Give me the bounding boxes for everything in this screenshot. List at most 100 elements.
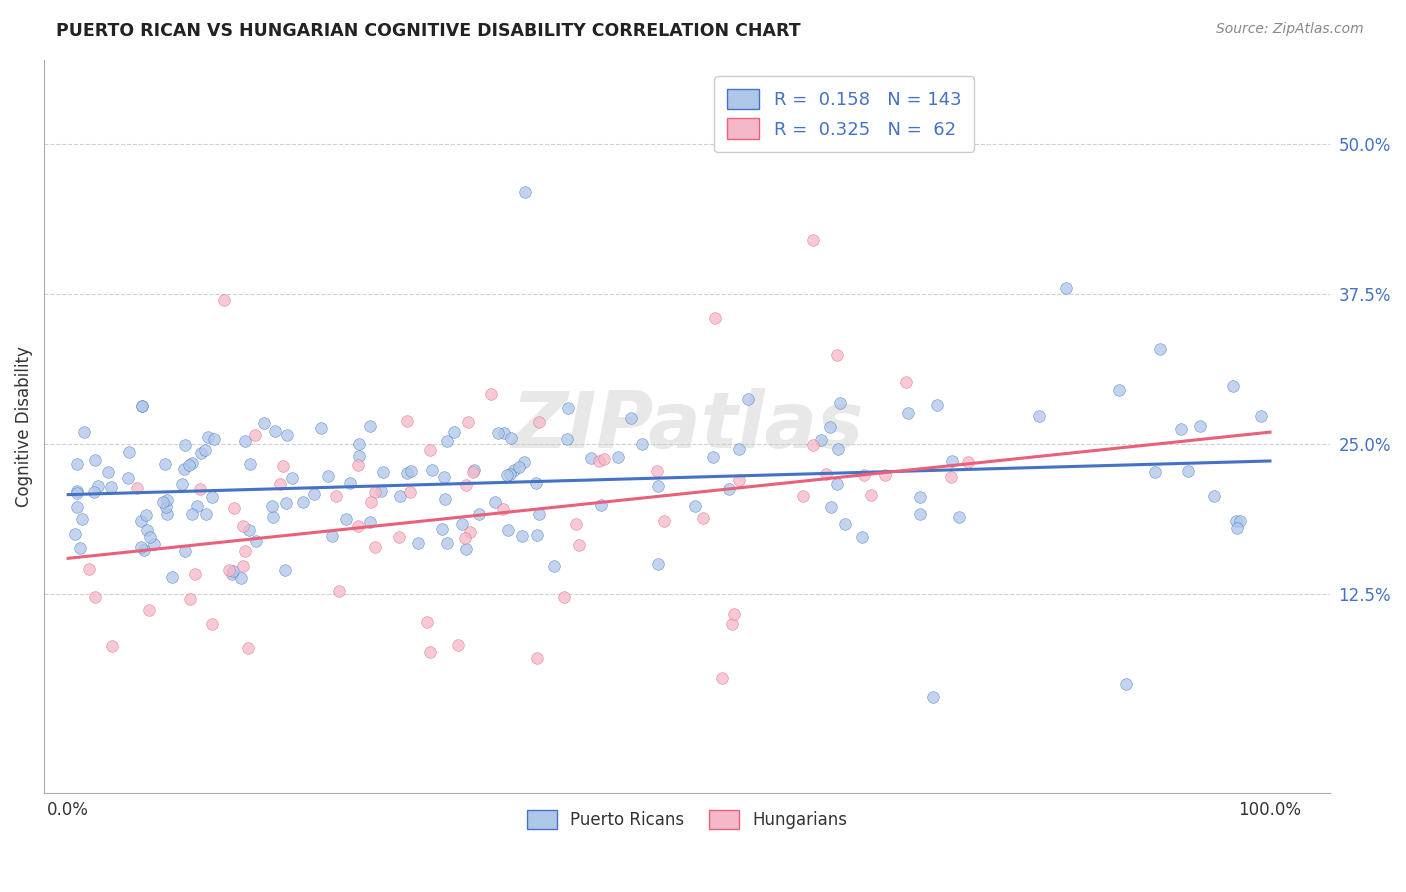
Point: [910, 490, 932, 504]
Point: [1229, 514, 1251, 528]
Point: [162, 570, 184, 584]
Point: [262, 510, 284, 524]
Point: [363, 541, 385, 555]
Point: [436, 535, 458, 549]
Point: [828, 396, 851, 410]
Point: [647, 557, 669, 571]
Point: [851, 530, 873, 544]
Point: [527, 416, 550, 430]
Point: [434, 492, 457, 507]
Point: [896, 375, 918, 389]
Point: [83, 590, 105, 604]
Point: [581, 451, 603, 466]
Point: [263, 424, 285, 438]
Point: [420, 463, 443, 477]
Point: [801, 438, 824, 452]
Point: [269, 477, 291, 491]
Point: [156, 507, 179, 521]
Point: [941, 454, 963, 468]
Point: [479, 387, 502, 401]
Point: [433, 470, 456, 484]
Point: [173, 461, 195, 475]
Point: [419, 443, 441, 458]
Point: [359, 515, 381, 529]
Point: [134, 543, 156, 558]
Point: [820, 500, 842, 515]
Point: [939, 469, 962, 483]
Point: [486, 426, 509, 441]
Point: [83, 453, 105, 467]
Point: [495, 467, 517, 482]
Point: [359, 419, 381, 434]
Legend: Puerto Ricans, Hungarians: Puerto Ricans, Hungarians: [520, 803, 853, 836]
Point: [728, 473, 751, 487]
Point: [131, 399, 153, 413]
Point: [190, 446, 212, 460]
Point: [727, 442, 749, 457]
Point: [1108, 383, 1130, 397]
Point: [156, 493, 179, 508]
Point: [388, 530, 411, 544]
Point: [704, 311, 727, 326]
Point: [825, 477, 848, 491]
Point: [174, 438, 197, 452]
Point: [218, 563, 240, 577]
Point: [170, 477, 193, 491]
Point: [454, 541, 477, 556]
Point: [83, 485, 105, 500]
Point: [321, 529, 343, 543]
Point: [347, 519, 370, 533]
Point: [118, 445, 141, 459]
Point: [328, 584, 350, 599]
Point: [87, 479, 110, 493]
Point: [238, 523, 260, 537]
Point: [135, 508, 157, 522]
Point: [801, 233, 824, 247]
Point: [1115, 677, 1137, 691]
Point: [100, 480, 122, 494]
Point: [276, 427, 298, 442]
Text: Source: ZipAtlas.com: Source: ZipAtlas.com: [1216, 22, 1364, 37]
Point: [737, 392, 759, 406]
Point: [526, 650, 548, 665]
Point: [543, 559, 565, 574]
Point: [1149, 343, 1171, 357]
Point: [1189, 419, 1212, 434]
Point: [685, 500, 707, 514]
Point: [491, 502, 513, 516]
Point: [129, 514, 152, 528]
Point: [450, 517, 472, 532]
Point: [127, 481, 149, 495]
Point: [214, 293, 236, 307]
Point: [908, 507, 931, 521]
Point: [456, 477, 478, 491]
Point: [229, 572, 252, 586]
Point: [702, 450, 724, 465]
Point: [717, 482, 740, 496]
Point: [245, 534, 267, 549]
Point: [484, 495, 506, 509]
Point: [260, 499, 283, 513]
Point: [276, 496, 298, 510]
Text: ZIPatlas: ZIPatlas: [510, 388, 863, 464]
Point: [897, 406, 920, 420]
Point: [131, 399, 153, 413]
Point: [1054, 281, 1077, 295]
Point: [1028, 409, 1050, 423]
Point: [63, 526, 86, 541]
Point: [512, 528, 534, 542]
Point: [135, 524, 157, 538]
Point: [177, 458, 200, 473]
Point: [347, 450, 370, 464]
Point: [1250, 409, 1272, 423]
Point: [396, 414, 419, 428]
Point: [419, 645, 441, 659]
Point: [347, 458, 370, 473]
Point: [399, 485, 422, 500]
Point: [818, 420, 841, 434]
Point: [335, 512, 357, 526]
Point: [721, 616, 744, 631]
Point: [1226, 521, 1249, 535]
Point: [555, 433, 578, 447]
Point: [508, 459, 530, 474]
